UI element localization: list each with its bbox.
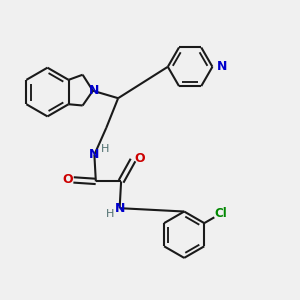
Text: N: N [88,84,99,97]
Text: O: O [62,173,73,186]
Text: Cl: Cl [214,207,227,220]
Text: H: H [106,208,114,218]
Text: H: H [100,144,109,154]
Text: N: N [89,148,100,161]
Text: N: N [114,202,125,215]
Text: O: O [134,152,145,165]
Text: N: N [217,60,228,73]
